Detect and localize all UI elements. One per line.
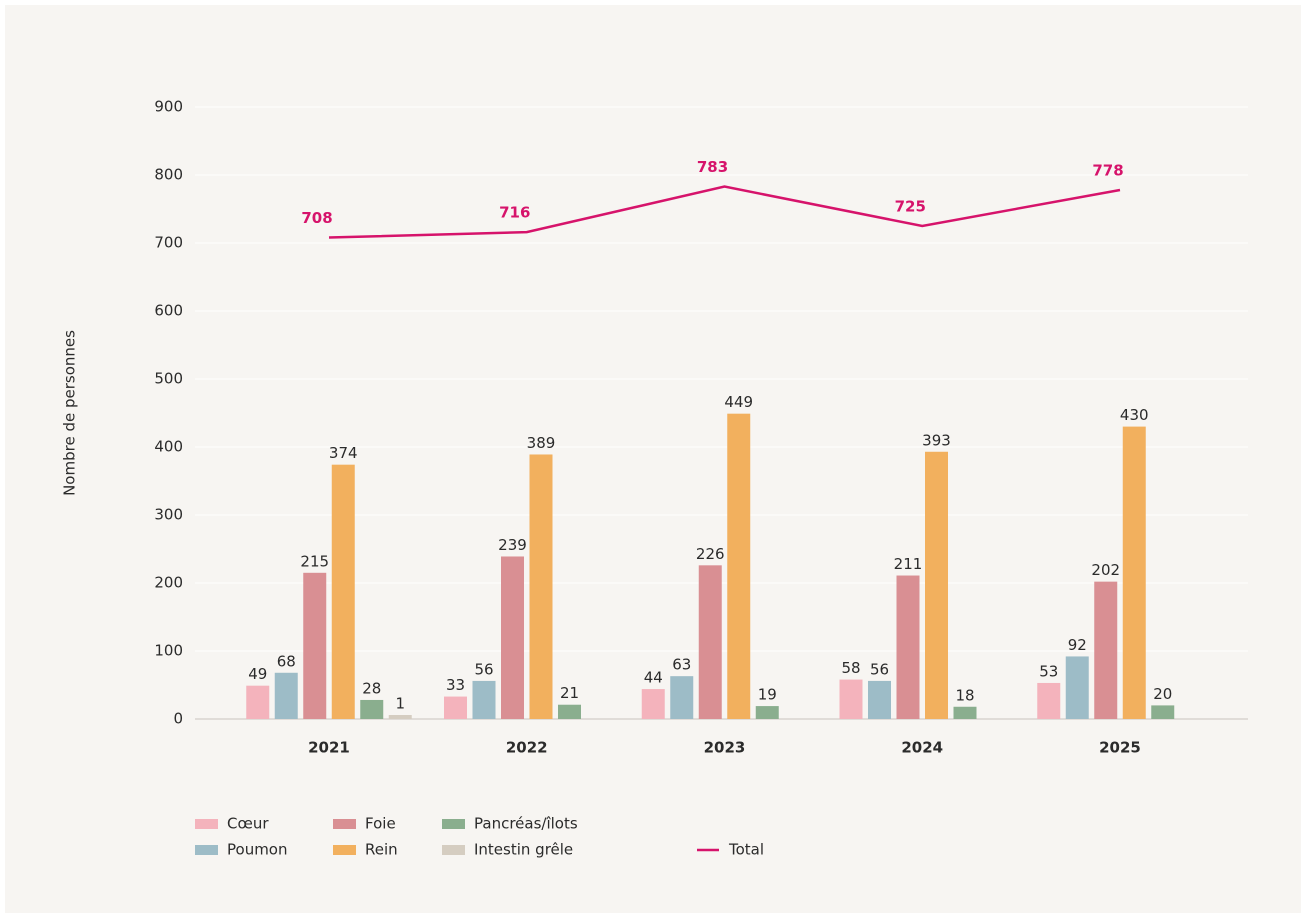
bar-value-label: 33 — [446, 676, 465, 694]
y-tick-label: 400 — [154, 438, 183, 456]
y-tick-label: 700 — [154, 234, 183, 252]
x-tick-label: 2024 — [901, 739, 943, 757]
bar — [1094, 581, 1118, 719]
bar-value-label: 21 — [560, 684, 579, 702]
legend-label: Poumon — [227, 841, 288, 859]
y-tick-label: 0 — [173, 710, 183, 728]
y-tick-label: 800 — [154, 166, 183, 184]
legend-swatch — [195, 845, 218, 855]
bar — [727, 413, 751, 719]
line-value-label: 708 — [301, 209, 332, 227]
bar-value-label: 215 — [300, 552, 329, 570]
bar-value-label: 20 — [1153, 685, 1172, 703]
bar — [953, 706, 977, 719]
bar — [303, 572, 327, 719]
bar — [1151, 705, 1175, 719]
bar — [388, 715, 412, 719]
bar-value-label: 374 — [329, 444, 358, 462]
bar-value-label: 56 — [870, 660, 889, 678]
legend-swatch — [442, 819, 465, 829]
bar — [1065, 656, 1089, 719]
bar-value-label: 68 — [277, 652, 296, 670]
legend-swatch — [195, 819, 218, 829]
legend-label: Pancréas/îlots — [474, 815, 578, 833]
x-tick-label: 2022 — [506, 739, 548, 757]
bar — [1122, 426, 1146, 719]
bar-value-label: 58 — [841, 659, 860, 677]
legend-label: Total — [728, 841, 764, 859]
bar — [274, 672, 298, 719]
y-tick-label: 200 — [154, 574, 183, 592]
bar — [670, 676, 694, 719]
x-tick-label: 2021 — [308, 739, 350, 757]
bar — [698, 565, 722, 719]
chart-background — [5, 5, 1301, 913]
bar — [472, 680, 496, 719]
bar-value-label: 18 — [955, 686, 974, 704]
line-value-label: 783 — [697, 158, 728, 176]
bar-value-label: 92 — [1068, 636, 1087, 654]
bar — [641, 689, 665, 719]
bar-value-label: 63 — [672, 656, 691, 674]
bar — [529, 454, 553, 719]
legend-label: Foie — [365, 815, 396, 833]
y-tick-label: 300 — [154, 506, 183, 524]
bar-value-label: 226 — [696, 545, 725, 563]
y-tick-label: 900 — [154, 98, 183, 116]
legend-label: Rein — [365, 841, 398, 859]
bar — [444, 696, 467, 719]
bar-value-label: 430 — [1120, 406, 1149, 424]
legend-swatch — [442, 845, 465, 855]
x-tick-label: 2023 — [704, 739, 746, 757]
y-tick-label: 500 — [154, 370, 183, 388]
line-value-label: 725 — [895, 198, 926, 216]
bar-value-label: 389 — [527, 434, 556, 452]
bar-value-label: 28 — [362, 679, 381, 697]
legend-label: Intestin grêle — [474, 841, 573, 859]
legend-label: Cœur — [227, 815, 269, 833]
y-axis-label: Nombre de personnes — [61, 330, 79, 496]
bar — [925, 451, 948, 719]
bar — [868, 680, 891, 719]
bar — [246, 685, 270, 719]
x-tick-label: 2025 — [1099, 739, 1141, 757]
bar — [1037, 682, 1061, 719]
bar — [558, 704, 581, 719]
bar — [839, 679, 863, 719]
bar — [896, 575, 920, 719]
bar-value-label: 449 — [724, 393, 753, 411]
bar-value-label: 44 — [644, 669, 663, 687]
legend-swatch — [333, 845, 356, 855]
bar — [360, 699, 384, 719]
bar-value-label: 202 — [1091, 561, 1120, 579]
bar-value-label: 19 — [758, 686, 777, 704]
bar — [501, 556, 524, 719]
legend-swatch — [333, 819, 356, 829]
bar-value-label: 239 — [498, 536, 527, 554]
total-line — [328, 185, 1121, 239]
bar-value-label: 53 — [1039, 662, 1058, 680]
bar-value-label: 393 — [922, 431, 951, 449]
y-tick-label: 100 — [154, 642, 183, 660]
line-value-label: 778 — [1092, 161, 1123, 179]
bar-value-label: 49 — [248, 665, 267, 683]
bar — [331, 464, 355, 719]
line-value-label: 716 — [499, 204, 530, 222]
bar-value-label: 211 — [894, 555, 923, 573]
bar — [755, 706, 779, 719]
bar-value-label: 56 — [474, 660, 493, 678]
bar-value-label: 1 — [395, 695, 405, 713]
y-tick-label: 600 — [154, 302, 183, 320]
